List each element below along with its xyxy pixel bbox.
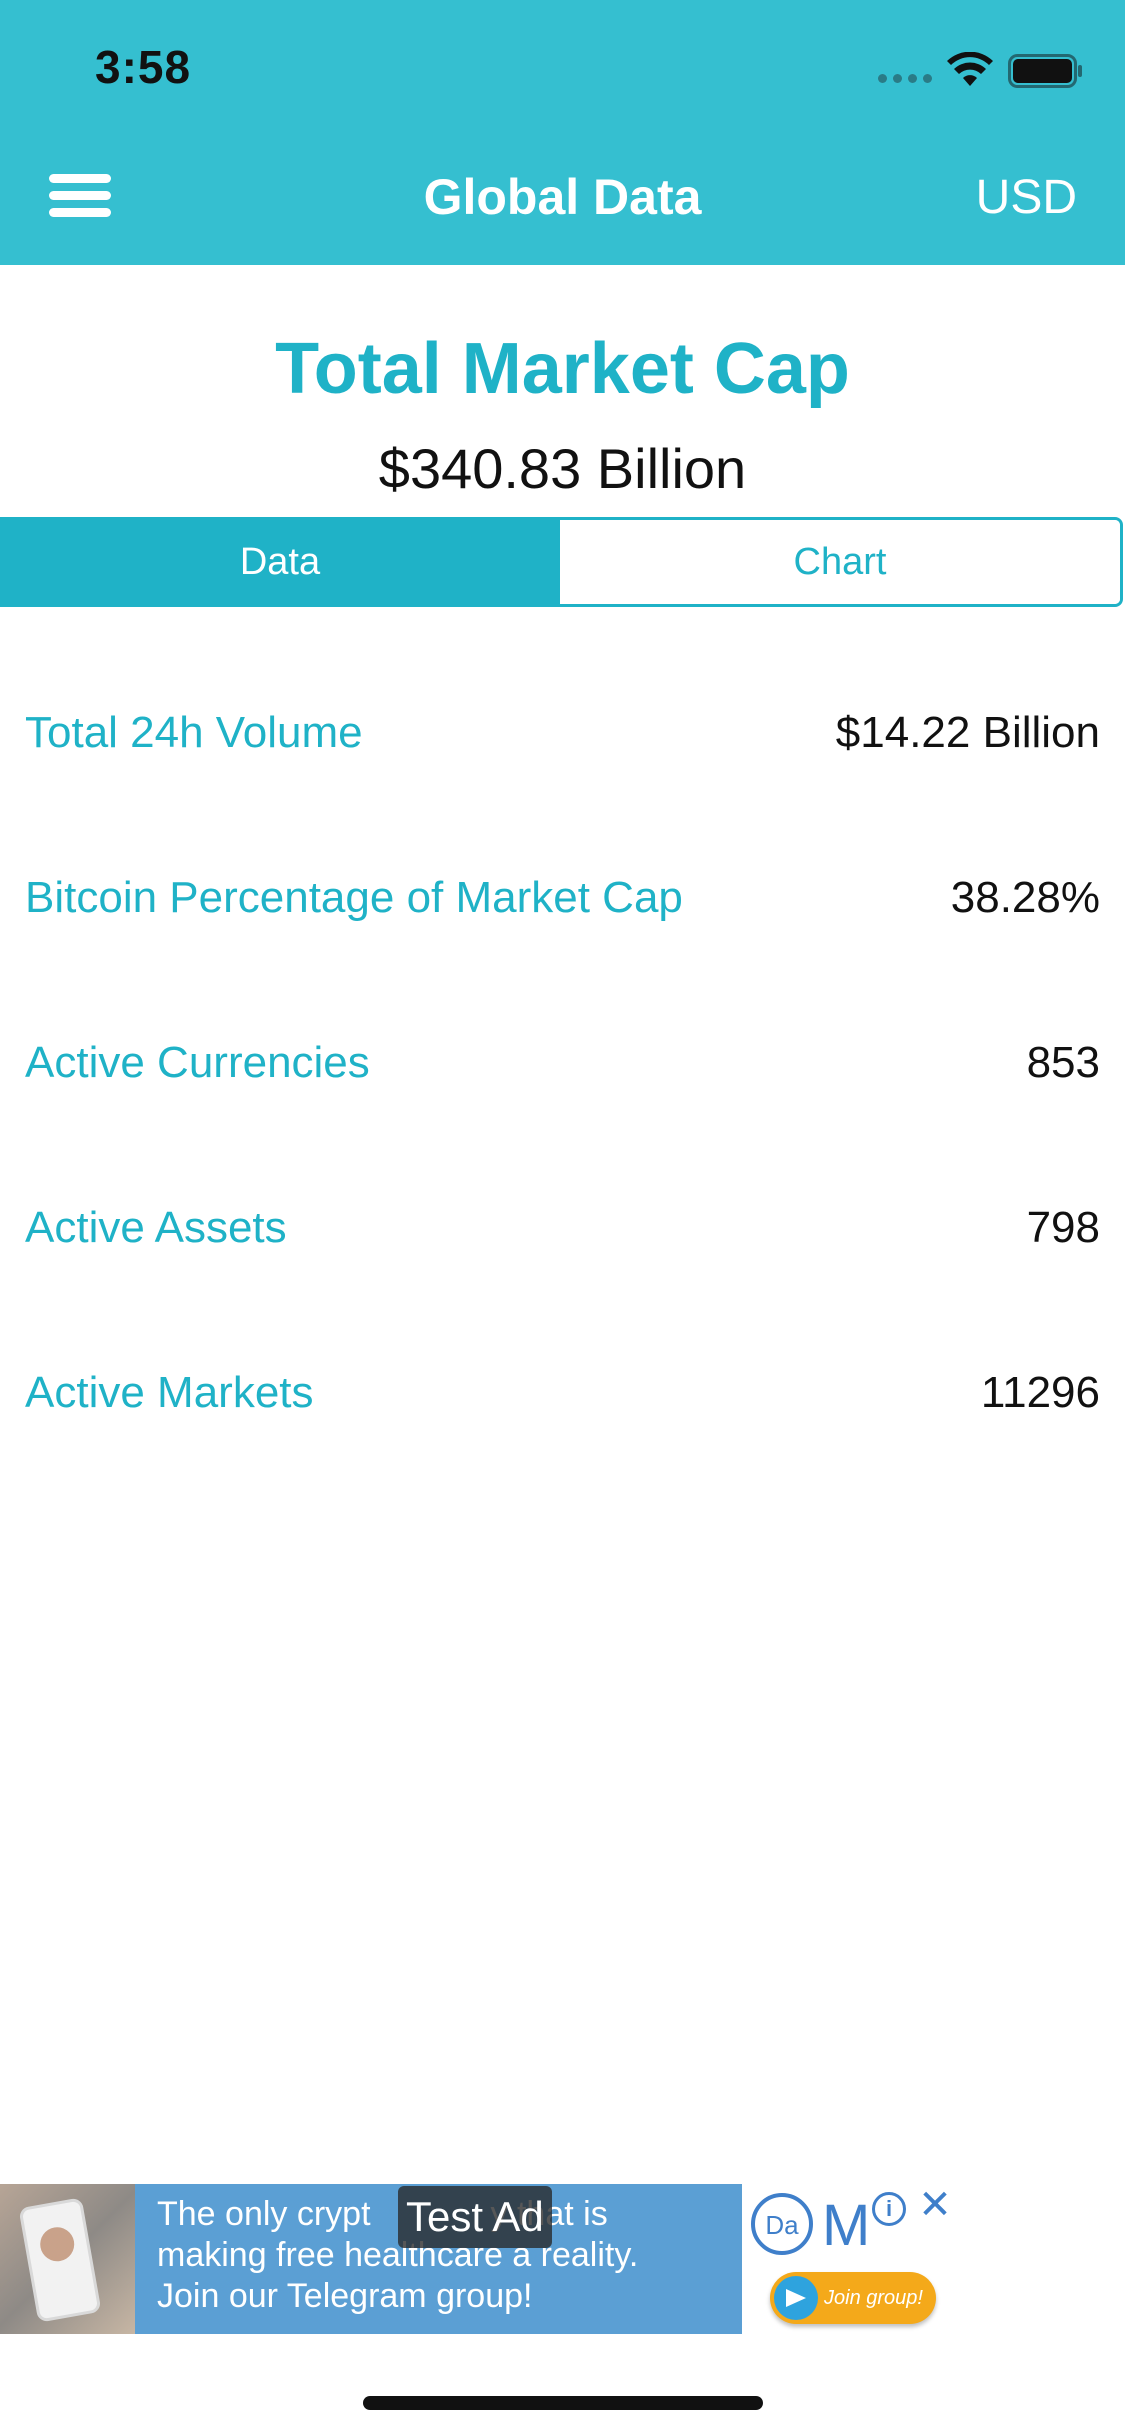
ad-join-group-button[interactable]: Join group! — [770, 2272, 936, 2324]
ad-banner[interactable]: The only crypty that is making free heal… — [0, 2184, 1125, 2334]
tab-data[interactable]: Data — [0, 520, 560, 604]
tab-chart[interactable]: Chart — [560, 520, 1120, 604]
ad-join-label: Join group! — [824, 2287, 923, 2309]
global-data-list: Total 24h Volume $14.22 Billion Bitcoin … — [0, 690, 1125, 1515]
market-cap-title: Total Market Cap — [275, 329, 850, 409]
ad-text-line3: Join our Telegram group! — [157, 2277, 533, 2315]
ad-info-icon[interactable]: i — [872, 2192, 906, 2226]
ad-text-area[interactable]: The only crypty that is making free heal… — [135, 2184, 742, 2334]
nav-title: Global Data — [423, 169, 702, 225]
row-value: 798 — [1026, 1203, 1100, 1252]
hamburger-menu-icon[interactable] — [45, 168, 117, 224]
status-time: 3:58 — [95, 41, 192, 93]
ad-image — [0, 2184, 135, 2334]
list-item: Bitcoin Percentage of Market Cap 38.28% — [0, 855, 1125, 1020]
ad-logo-icon: Da — [751, 2193, 813, 2255]
row-label: Active Assets — [25, 1203, 287, 1252]
ad-text-line2: making free healthcare a reality. — [157, 2236, 639, 2274]
wifi-icon — [947, 52, 993, 86]
row-label: Bitcoin Percentage of Market Cap — [25, 873, 683, 922]
row-label: Total 24h Volume — [25, 708, 363, 757]
list-item: Active Markets 11296 — [0, 1350, 1125, 1515]
battery-icon — [1008, 54, 1082, 88]
market-cap-value: $340.83 Billion — [378, 437, 747, 500]
ad-brand: M — [822, 2193, 871, 2258]
row-value: 38.28% — [950, 873, 1100, 922]
cellular-signal-icon — [878, 74, 932, 83]
row-value: $14.22 Billion — [835, 708, 1100, 757]
row-label: Active Currencies — [25, 1038, 370, 1087]
row-label: Active Markets — [25, 1368, 314, 1417]
test-ad-label: Test Ad — [398, 2186, 552, 2248]
row-value: 853 — [1026, 1038, 1100, 1087]
top-bar: 3:58 Global Data USD — [0, 0, 1125, 265]
list-item: Active Currencies 853 — [0, 1020, 1125, 1185]
telegram-icon — [774, 2276, 818, 2320]
home-indicator[interactable] — [363, 2396, 763, 2410]
row-value: 11296 — [980, 1368, 1100, 1417]
list-item: Active Assets 798 — [0, 1185, 1125, 1350]
currency-button[interactable]: USD — [975, 171, 1077, 224]
data-chart-segmented-control: Data Chart — [0, 517, 1123, 607]
list-item: Total 24h Volume $14.22 Billion — [0, 690, 1125, 855]
ad-text-line1: The only crypt — [157, 2195, 371, 2233]
ad-close-icon[interactable]: ✕ — [918, 2183, 952, 2227]
svg-text:Da: Da — [765, 2210, 799, 2240]
